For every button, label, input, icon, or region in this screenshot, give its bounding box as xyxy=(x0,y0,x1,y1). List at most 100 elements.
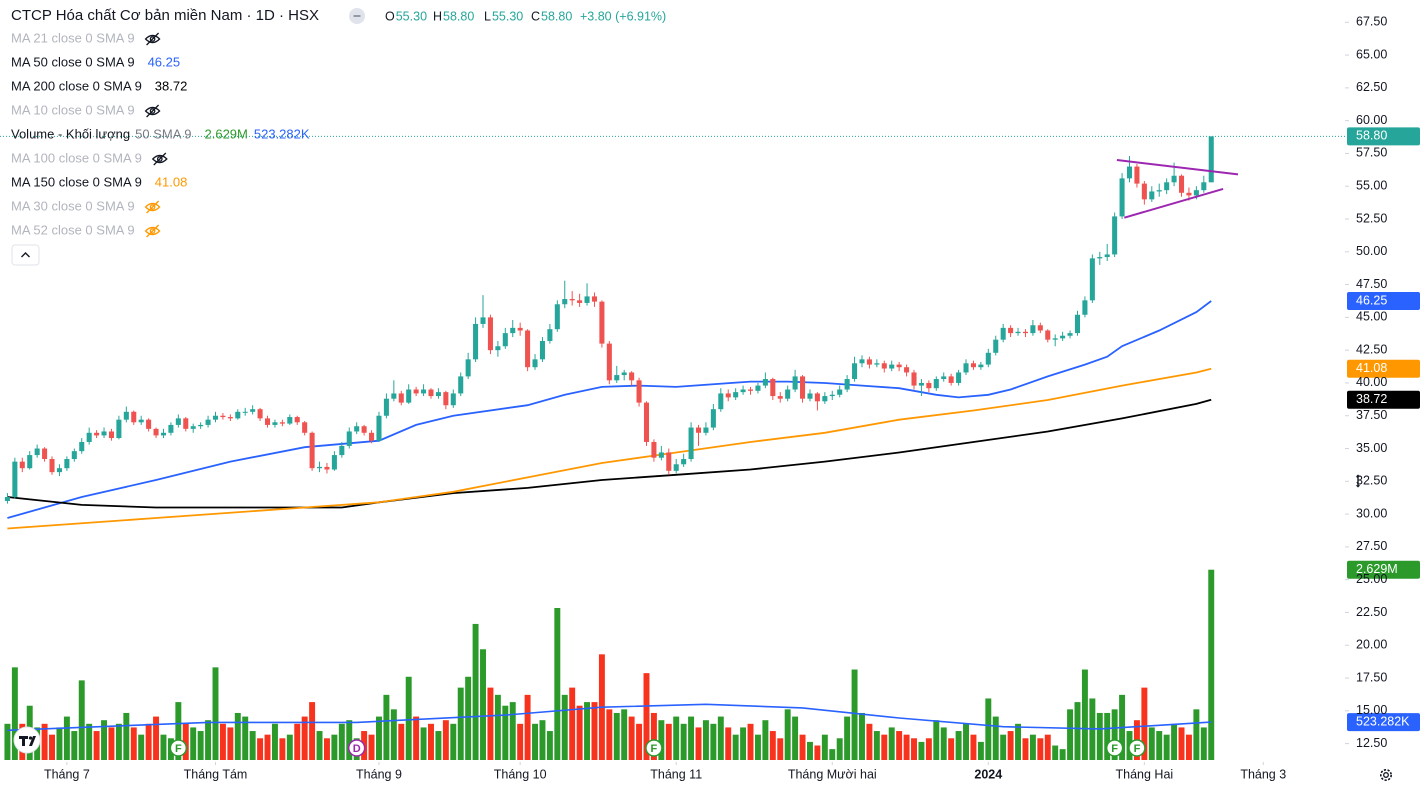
ohlc-value: 58.80 xyxy=(541,9,572,23)
candle-body xyxy=(948,376,954,383)
volume-bar xyxy=(271,723,278,760)
volume-bar xyxy=(63,716,70,760)
volume-bar xyxy=(948,738,955,760)
volume-bar xyxy=(86,723,93,760)
y-tick-label: 55.00 xyxy=(1356,179,1387,193)
volume-layer xyxy=(4,569,1215,760)
volume-bar xyxy=(725,727,732,760)
settings-button[interactable] xyxy=(1380,769,1392,781)
candle-body xyxy=(346,431,352,446)
event-label: F xyxy=(1134,743,1141,755)
candle-body xyxy=(569,299,575,301)
candle-body xyxy=(993,339,999,353)
candle-body xyxy=(212,415,219,420)
candle-body xyxy=(681,459,687,465)
candle-body xyxy=(160,432,167,436)
volume-bar xyxy=(963,723,969,760)
volume-bar xyxy=(4,723,11,760)
volume-bar xyxy=(665,723,672,760)
eye-pupil xyxy=(149,108,156,114)
volume-bar xyxy=(130,727,137,760)
candle-body xyxy=(220,415,226,418)
volume-bar xyxy=(1193,709,1200,760)
event-label: F xyxy=(175,743,182,755)
volume-bar xyxy=(413,716,420,760)
candle-body xyxy=(904,367,910,373)
candle-body xyxy=(205,419,211,425)
candle-body xyxy=(762,379,768,386)
volume-bar xyxy=(769,731,776,760)
indicator-value: 2.629M xyxy=(205,126,248,141)
ohlc-change: +3.80 (+6.91%) xyxy=(580,9,666,23)
indicator-value2: 523.282K xyxy=(254,126,310,141)
candle-body xyxy=(250,409,256,412)
candle-body xyxy=(391,393,397,399)
volume-bar xyxy=(1052,745,1059,760)
candle-body xyxy=(547,329,553,341)
y-tick-label: 15.00 xyxy=(1356,703,1387,717)
candle-body xyxy=(591,296,598,302)
y-tick-label: 60.00 xyxy=(1356,113,1387,127)
candle-body xyxy=(859,359,865,364)
y-tick-label: 65.00 xyxy=(1356,47,1387,61)
volume-bar xyxy=(234,712,241,760)
y-tick-label: 52.50 xyxy=(1356,211,1387,225)
candle-body xyxy=(1008,327,1014,334)
ma-badge-label: 38.72 xyxy=(1356,392,1387,406)
volume-bar xyxy=(368,734,375,760)
volume-bar xyxy=(294,723,301,760)
volume-bar xyxy=(517,723,524,760)
x-tick-label: Tháng 7 xyxy=(44,767,90,781)
event-label: D xyxy=(353,743,361,755)
candle-body xyxy=(1126,166,1133,179)
header-remove[interactable] xyxy=(349,8,365,24)
volume-bar xyxy=(1081,669,1088,760)
candle-body xyxy=(473,323,479,360)
collapse-button[interactable] xyxy=(11,244,40,266)
candle-body xyxy=(792,376,798,390)
volume-bar xyxy=(762,720,769,760)
eye-slash xyxy=(153,152,167,166)
candle-body xyxy=(235,411,241,419)
candle-body xyxy=(933,379,939,389)
volume-bar xyxy=(851,669,858,760)
candle-body xyxy=(86,432,92,442)
volume-bar xyxy=(1141,687,1148,760)
indicator-name: MA 21 close 0 SMA 9 xyxy=(11,30,135,45)
y-tick-label: 32.50 xyxy=(1356,474,1387,488)
candle-body xyxy=(27,455,33,469)
y-tick-label: 47.50 xyxy=(1356,277,1387,291)
volume-bar xyxy=(450,723,457,760)
candle-body xyxy=(636,380,642,403)
hidden-eye xyxy=(144,224,161,238)
volume-bar xyxy=(740,727,747,760)
volume-bar xyxy=(1000,734,1007,760)
volume-bar xyxy=(866,723,873,760)
y-tick-label: 20.00 xyxy=(1356,638,1387,652)
candle-layer xyxy=(4,136,1214,504)
candle-body xyxy=(889,364,895,369)
volume-bar xyxy=(873,731,880,760)
volume-ma-badge-label: 523.282K xyxy=(1356,714,1410,728)
volume-bar xyxy=(123,712,130,760)
hidden-eye xyxy=(144,104,161,118)
indicator-params: 50 SMA 9 xyxy=(135,126,191,141)
ma-badge xyxy=(1347,359,1420,378)
volume-bar xyxy=(925,738,932,760)
volume-bar xyxy=(1163,734,1170,760)
candle-body xyxy=(666,452,672,471)
candle-body xyxy=(1178,175,1185,193)
candle-body xyxy=(963,363,969,373)
volume-bar xyxy=(93,731,100,760)
y-tick-label: 57.50 xyxy=(1356,146,1387,160)
volume-bar xyxy=(955,731,962,760)
ohlc-value: 55.30 xyxy=(492,9,523,23)
candle-body xyxy=(822,396,828,402)
candle-body xyxy=(487,317,493,351)
candle-body xyxy=(101,431,107,436)
volume-bar xyxy=(197,731,204,760)
candle-body xyxy=(874,363,880,365)
x-tick-label: Tháng 9 xyxy=(356,767,402,781)
indicator-name: MA 200 close 0 SMA 9 xyxy=(11,78,142,93)
scale-cursor[interactable] xyxy=(1354,473,1362,489)
